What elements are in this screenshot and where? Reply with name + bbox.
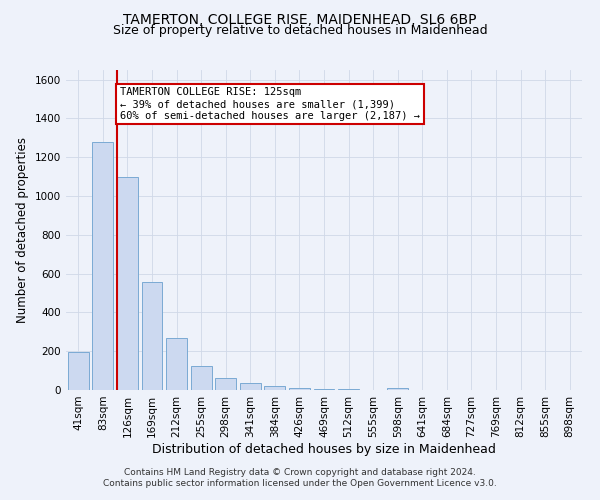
Text: Contains HM Land Registry data © Crown copyright and database right 2024.
Contai: Contains HM Land Registry data © Crown c… xyxy=(103,468,497,487)
Y-axis label: Number of detached properties: Number of detached properties xyxy=(16,137,29,323)
Bar xyxy=(289,388,310,390)
Bar xyxy=(166,338,187,390)
Text: Size of property relative to detached houses in Maidenhead: Size of property relative to detached ho… xyxy=(113,24,487,37)
Bar xyxy=(92,142,113,390)
Bar xyxy=(240,383,261,390)
Bar xyxy=(68,352,89,390)
Bar xyxy=(314,389,334,390)
Bar xyxy=(265,386,286,390)
Text: TAMERTON COLLEGE RISE: 125sqm
← 39% of detached houses are smaller (1,399)
60% o: TAMERTON COLLEGE RISE: 125sqm ← 39% of d… xyxy=(120,88,420,120)
Bar xyxy=(142,282,163,390)
Bar xyxy=(117,176,138,390)
Bar xyxy=(387,388,408,390)
X-axis label: Distribution of detached houses by size in Maidenhead: Distribution of detached houses by size … xyxy=(152,442,496,456)
Bar xyxy=(191,366,212,390)
Bar xyxy=(215,378,236,390)
Text: TAMERTON, COLLEGE RISE, MAIDENHEAD, SL6 6BP: TAMERTON, COLLEGE RISE, MAIDENHEAD, SL6 … xyxy=(123,12,477,26)
